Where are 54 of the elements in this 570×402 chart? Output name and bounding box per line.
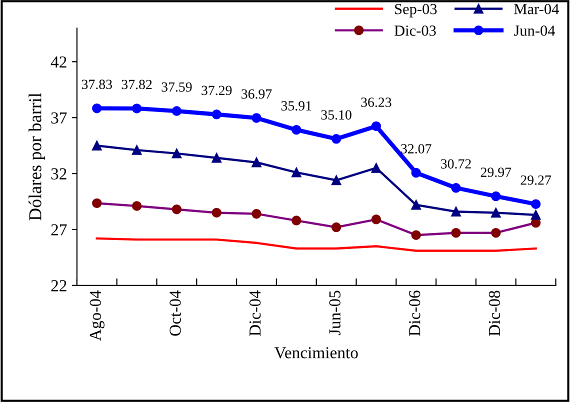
point <box>92 103 102 114</box>
x-tick-label: Dic-06 <box>409 290 420 336</box>
y-tick-label: 32 <box>51 168 66 180</box>
x-tick-label: Dic-04 <box>249 290 261 336</box>
point <box>92 140 102 150</box>
y-tick-label: 37 <box>51 112 67 124</box>
data-label: 35.91 <box>281 101 312 111</box>
point <box>451 183 461 193</box>
x-tick-label: Jun-05 <box>329 290 340 336</box>
x-axis-title: Vencimiento <box>274 347 358 358</box>
point <box>252 158 262 168</box>
point <box>212 110 222 120</box>
point <box>491 208 501 218</box>
point <box>491 191 501 202</box>
point <box>331 175 342 186</box>
y-tick-label: 42 <box>50 56 66 68</box>
data-label: 36.23 <box>361 98 392 107</box>
data-label: 36.97 <box>242 89 272 99</box>
data-label: 29.97 <box>480 168 512 178</box>
point <box>292 124 302 135</box>
y-tick-label: 27 <box>51 224 67 236</box>
point <box>371 163 382 173</box>
point <box>530 210 541 220</box>
data-label: 37.29 <box>202 86 232 96</box>
point <box>172 148 182 158</box>
line-series <box>96 237 537 252</box>
point <box>451 206 461 216</box>
point <box>132 104 142 114</box>
x-tick-label: Oct-04 <box>170 290 181 336</box>
y-tick-label: 22 <box>51 280 66 292</box>
data-label: 37.59 <box>162 82 192 92</box>
data-label: 30.72 <box>441 159 471 169</box>
point <box>530 199 541 209</box>
x-tick-label: Dic-08 <box>488 290 500 336</box>
legend-label: Jun-04 <box>514 26 556 36</box>
data-label: 29.27 <box>520 175 552 185</box>
legend-label: Dic-03 <box>394 26 436 36</box>
point <box>411 168 421 178</box>
point <box>252 113 262 123</box>
y-axis-title: Dólares por barril <box>28 92 46 220</box>
data-label: 37.82 <box>122 80 152 90</box>
point <box>411 200 421 210</box>
point <box>371 121 382 132</box>
point <box>132 145 142 155</box>
legend-label: Mar-04 <box>514 4 559 14</box>
legend-label: Sep-03 <box>395 4 437 18</box>
data-label: 35.10 <box>321 110 352 120</box>
data-label: 32.07 <box>401 144 432 154</box>
x-tick-label: Ago-04 <box>90 290 104 341</box>
point <box>292 168 302 178</box>
point <box>331 134 342 144</box>
point <box>212 153 222 163</box>
point <box>172 106 182 116</box>
data-label: 37.83 <box>82 80 112 90</box>
